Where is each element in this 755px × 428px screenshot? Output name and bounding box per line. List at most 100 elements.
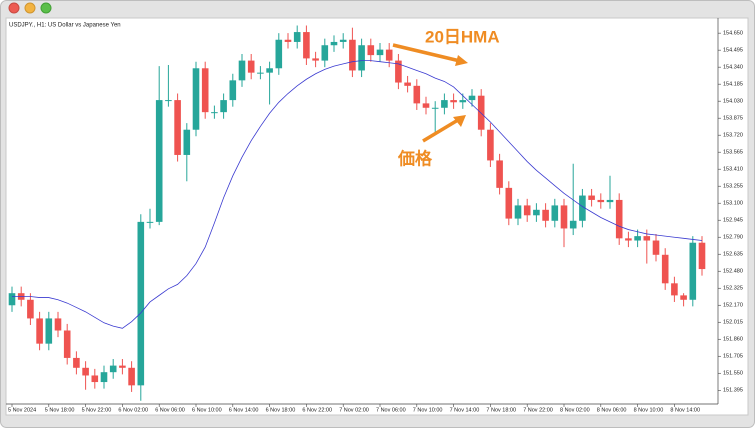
y-tick-label: 152.170 bbox=[723, 303, 743, 309]
y-tick-label: 152.635 bbox=[723, 252, 743, 258]
y-tick-label: 151.705 bbox=[723, 354, 743, 360]
candle-body bbox=[155, 100, 163, 222]
candle-body bbox=[643, 236, 651, 241]
x-tick-label: 8 Nov 06:00 bbox=[597, 407, 627, 413]
price-arrow bbox=[422, 118, 459, 143]
candle-body bbox=[597, 199, 605, 203]
candle-body bbox=[45, 318, 53, 344]
candle-body bbox=[109, 365, 117, 373]
candle-body bbox=[220, 100, 227, 113]
x-tick-label: 6 Nov 22:00 bbox=[302, 407, 332, 413]
candle-body bbox=[165, 100, 172, 102]
chart-title: USDJPY., H1: US Dollar vs Japanese Yen bbox=[9, 23, 121, 29]
candle-body bbox=[395, 60, 402, 83]
price-annotation: 価格 bbox=[397, 148, 433, 168]
hma-arrow bbox=[392, 43, 461, 63]
y-tick-label: 152.945 bbox=[723, 218, 743, 224]
x-tick-label: 5 Nov 22:00 bbox=[82, 407, 112, 413]
candle-body bbox=[551, 205, 559, 221]
x-tick-label: 7 Nov 02:00 bbox=[339, 407, 369, 413]
candle-body bbox=[330, 41, 338, 46]
candle-body bbox=[201, 68, 209, 113]
candle-body bbox=[183, 129, 191, 155]
candle-body bbox=[367, 45, 375, 56]
y-tick-label: 154.650 bbox=[723, 31, 743, 37]
y-tick-label: 152.790 bbox=[723, 235, 743, 241]
x-tick-label: 8 Nov 10:00 bbox=[634, 407, 664, 413]
close-button[interactable] bbox=[8, 2, 20, 14]
y-tick-label: 153.100 bbox=[723, 201, 743, 207]
candle-body bbox=[312, 58, 319, 61]
y-tick-label: 153.875 bbox=[723, 116, 743, 122]
candle-body bbox=[119, 365, 126, 368]
x-tick-label: 6 Nov 06:00 bbox=[155, 407, 185, 413]
candle-body bbox=[505, 187, 513, 219]
x-tick-label: 8 Nov 02:00 bbox=[560, 407, 590, 413]
y-tick-label: 152.325 bbox=[723, 286, 743, 292]
candle-body bbox=[238, 60, 246, 81]
y-tick-label: 154.030 bbox=[723, 99, 743, 105]
candle-body bbox=[91, 375, 99, 383]
y-tick-label: 151.395 bbox=[723, 388, 743, 394]
x-tick-label: 7 Nov 22:00 bbox=[523, 407, 553, 413]
x-tick-label: 7 Nov 10:00 bbox=[413, 407, 443, 413]
x-tick-label: 6 Nov 10:00 bbox=[192, 407, 222, 413]
x-tick-label: 7 Nov 18:00 bbox=[486, 407, 516, 413]
hma-annotation: 20日HMA bbox=[425, 27, 500, 46]
candle-body bbox=[413, 85, 421, 104]
candle-body bbox=[247, 60, 255, 73]
candle-body bbox=[358, 45, 365, 71]
price-arrow-head bbox=[453, 115, 466, 127]
x-tick-label: 6 Nov 14:00 bbox=[229, 407, 259, 413]
candle-body bbox=[376, 49, 384, 56]
candle-body bbox=[303, 32, 310, 59]
candle-body bbox=[266, 68, 273, 73]
candle-body bbox=[211, 112, 218, 114]
x-tick-label: 6 Nov 02:00 bbox=[118, 407, 148, 413]
candle-body bbox=[73, 357, 80, 368]
candle-body bbox=[560, 205, 568, 229]
candle-body bbox=[36, 318, 43, 344]
candle-body bbox=[450, 100, 457, 103]
plot: 154.650 154.495 154.340 154.185 154.030 153.8… bbox=[8, 25, 743, 413]
y-tick-label: 151.860 bbox=[723, 337, 743, 343]
candle-body bbox=[671, 283, 678, 296]
candle-body bbox=[257, 72, 264, 74]
candle-body bbox=[487, 129, 494, 161]
candle-body bbox=[496, 160, 503, 188]
x-tick-label: 6 Nov 18:00 bbox=[266, 407, 296, 413]
maximize-button[interactable] bbox=[40, 2, 52, 14]
candle-body bbox=[661, 254, 669, 284]
candle-body bbox=[634, 236, 641, 241]
candle-body bbox=[339, 39, 347, 42]
candle-body bbox=[533, 209, 540, 216]
candle-body bbox=[284, 39, 292, 42]
candle-body bbox=[192, 68, 200, 130]
candle-body bbox=[615, 199, 623, 239]
y-tick-label: 153.410 bbox=[723, 167, 743, 173]
candle-body bbox=[100, 372, 108, 383]
candle-body bbox=[321, 45, 329, 61]
x-tick-label: 7 Nov 14:00 bbox=[450, 407, 480, 413]
x-tick-label: 5 Nov 2024 bbox=[8, 407, 36, 413]
y-tick-label: 154.495 bbox=[723, 48, 743, 54]
candle-body bbox=[689, 242, 697, 300]
y-tick-label: 152.015 bbox=[723, 320, 743, 326]
candle-body bbox=[82, 367, 89, 376]
candle-body bbox=[8, 293, 16, 306]
candle-body bbox=[422, 103, 430, 108]
y-tick-label: 153.565 bbox=[723, 150, 743, 156]
candle-body bbox=[588, 195, 595, 200]
y-tick-label: 154.185 bbox=[723, 82, 743, 88]
y-tick-label: 154.340 bbox=[723, 65, 743, 71]
candle-body bbox=[275, 39, 283, 69]
y-tick-label: 153.255 bbox=[723, 184, 743, 190]
candle-body bbox=[137, 221, 145, 386]
y-tick-label: 151.550 bbox=[723, 371, 743, 377]
candle-body bbox=[128, 367, 135, 386]
minimize-button[interactable] bbox=[24, 2, 36, 14]
candle-body bbox=[680, 295, 687, 300]
candle-body bbox=[625, 238, 632, 241]
candle-body bbox=[652, 240, 660, 255]
